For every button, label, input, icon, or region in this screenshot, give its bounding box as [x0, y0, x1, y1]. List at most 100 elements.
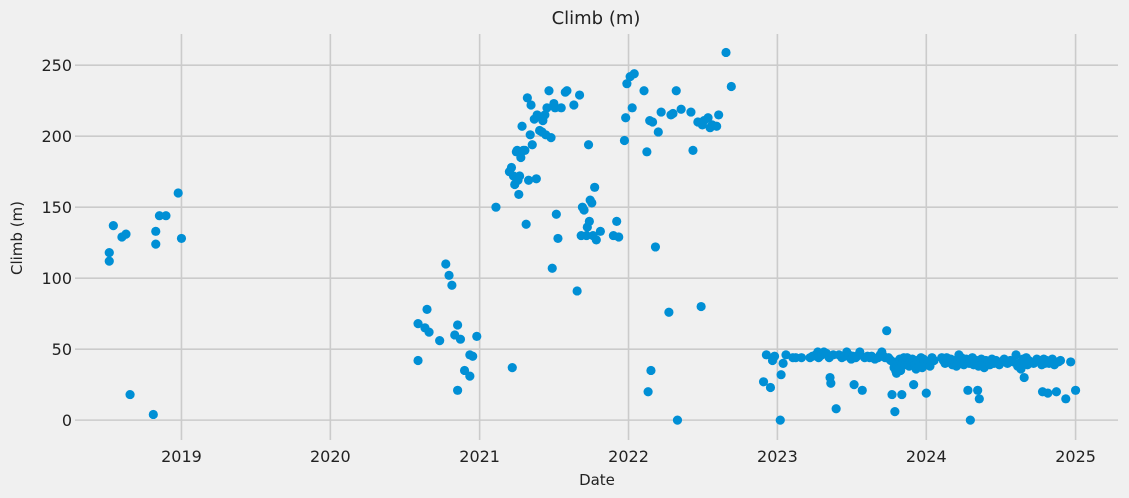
data-point — [1070, 385, 1081, 395]
y-tick-label: 200 — [41, 127, 72, 146]
y-tick-labels: 0 50 100 150 200 250 — [41, 56, 72, 430]
data-point — [973, 385, 983, 395]
data-point — [506, 162, 517, 173]
data-point — [712, 121, 722, 131]
data-point — [619, 135, 630, 146]
data-point — [584, 216, 594, 226]
data-point — [435, 336, 445, 346]
data-point — [781, 350, 791, 360]
data-point — [161, 211, 171, 221]
data-point — [726, 81, 736, 92]
data-point — [668, 108, 678, 119]
data-point — [686, 107, 696, 117]
data-point — [125, 389, 135, 400]
data-point — [556, 103, 566, 113]
data-point — [553, 233, 563, 244]
data-point — [472, 331, 482, 341]
data-point — [769, 351, 780, 361]
data-point — [544, 86, 554, 96]
data-point — [627, 103, 637, 113]
data-point — [532, 110, 542, 120]
data-point — [643, 387, 653, 397]
data-point — [890, 407, 900, 417]
data-point — [527, 140, 537, 150]
data-point — [154, 211, 165, 221]
x-tick-label: 2020 — [310, 447, 351, 466]
data-point — [540, 110, 550, 120]
data-point — [1066, 357, 1076, 367]
data-point — [520, 145, 530, 156]
data-point — [1051, 387, 1062, 397]
data-point — [572, 286, 582, 296]
data-point — [612, 216, 622, 226]
data-point — [882, 326, 892, 336]
data-point — [921, 388, 931, 398]
data-point — [108, 221, 118, 231]
data-point — [629, 69, 639, 79]
data-point — [583, 140, 594, 150]
data-point — [121, 229, 131, 239]
x-tick-label: 2025 — [1055, 447, 1096, 466]
data-point — [1043, 388, 1053, 398]
data-point — [849, 380, 859, 390]
data-point — [646, 365, 656, 376]
data-point — [1019, 372, 1029, 383]
x-tick-label: 2019 — [161, 447, 202, 466]
y-tick-label: 0 — [62, 411, 72, 430]
data-point — [151, 226, 161, 236]
data-point — [776, 370, 786, 380]
data-point — [778, 358, 788, 368]
data-point — [422, 304, 432, 314]
data-point — [929, 355, 939, 366]
y-tick-label: 50 — [52, 340, 72, 359]
data-point — [444, 270, 454, 280]
data-point — [521, 219, 531, 229]
data-point — [491, 202, 501, 212]
x-tick-label: 2024 — [906, 447, 947, 466]
y-tick-label: 100 — [41, 269, 72, 288]
data-point — [887, 389, 897, 400]
x-tick-label: 2022 — [608, 447, 649, 466]
data-point — [721, 47, 731, 58]
data-point — [664, 307, 674, 317]
data-point — [647, 117, 658, 127]
data-point — [775, 415, 785, 425]
y-tick-label: 250 — [41, 56, 72, 75]
data-point — [965, 415, 975, 425]
data-point — [151, 239, 161, 249]
data-point — [595, 226, 605, 236]
data-point — [465, 371, 475, 381]
data-point — [650, 242, 661, 252]
data-point — [562, 86, 572, 96]
data-point — [447, 280, 457, 290]
data-point — [688, 145, 698, 156]
data-point — [671, 86, 681, 96]
data-point — [173, 188, 183, 198]
data-point — [897, 389, 907, 400]
data-point — [653, 127, 663, 137]
data-point — [621, 113, 631, 123]
chart-title: Climb (m) — [552, 8, 641, 29]
data-point — [590, 182, 600, 192]
data-point — [672, 415, 683, 425]
data-point — [765, 382, 776, 393]
data-point — [579, 205, 589, 215]
data-point — [614, 232, 624, 242]
x-tick-labels: 2019 2020 2021 2022 2023 2024 2025 — [161, 447, 1096, 466]
data-points — [104, 47, 1081, 425]
data-point — [909, 380, 919, 390]
y-axis-label: Climb (m) — [8, 201, 26, 275]
data-point — [1016, 364, 1026, 374]
data-point — [696, 301, 706, 312]
data-point — [542, 103, 552, 113]
data-point — [517, 121, 527, 131]
data-point — [441, 259, 451, 269]
data-point — [551, 209, 561, 219]
data-point — [826, 378, 836, 388]
data-point — [516, 152, 526, 163]
x-tick-label: 2021 — [459, 447, 500, 466]
data-point — [424, 327, 434, 337]
data-point — [703, 113, 713, 123]
x-axis-label: Date — [579, 471, 615, 489]
